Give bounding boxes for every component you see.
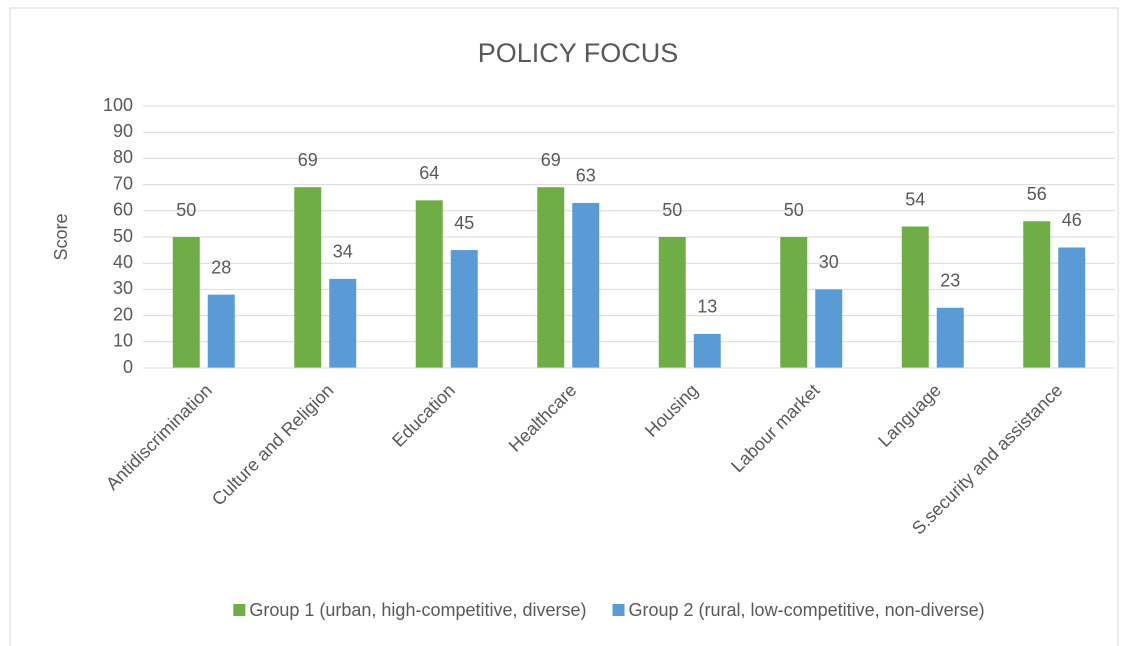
data-label: 64 bbox=[419, 163, 439, 183]
y-tick-label: 20 bbox=[113, 304, 133, 324]
data-label: 63 bbox=[576, 166, 596, 186]
data-label: 54 bbox=[905, 189, 925, 209]
y-tick-label: 80 bbox=[113, 147, 133, 167]
y-tick-label: 40 bbox=[113, 252, 133, 272]
data-label: 45 bbox=[454, 213, 474, 233]
bar bbox=[329, 278, 357, 368]
data-label: 30 bbox=[819, 252, 839, 272]
bar bbox=[537, 187, 565, 368]
bar bbox=[415, 200, 443, 368]
y-tick-label: 100 bbox=[103, 95, 133, 115]
bar bbox=[1023, 221, 1051, 368]
y-tick-label: 90 bbox=[113, 121, 133, 141]
data-label: 50 bbox=[662, 200, 682, 220]
bar bbox=[901, 226, 929, 368]
bar bbox=[572, 202, 600, 368]
bar bbox=[780, 237, 808, 368]
legend-swatch bbox=[233, 604, 246, 616]
bar bbox=[693, 333, 721, 368]
y-tick-label: 30 bbox=[113, 278, 133, 298]
legend-swatch bbox=[612, 604, 625, 616]
bar bbox=[172, 237, 200, 368]
bar bbox=[450, 250, 478, 368]
y-tick-label: 70 bbox=[113, 173, 133, 193]
y-tick-label: 50 bbox=[113, 226, 133, 246]
bar bbox=[1058, 247, 1086, 368]
bar bbox=[294, 187, 322, 368]
data-label: 56 bbox=[1027, 184, 1047, 204]
bar bbox=[815, 289, 843, 368]
y-tick-label: 10 bbox=[113, 331, 133, 351]
data-label: 69 bbox=[541, 150, 561, 170]
data-label: 34 bbox=[333, 242, 353, 262]
data-label: 50 bbox=[176, 200, 196, 220]
data-label: 46 bbox=[1062, 210, 1082, 230]
data-label: 23 bbox=[940, 270, 960, 290]
data-label: 28 bbox=[211, 257, 231, 277]
legend-label: Group 1 (urban, high-competitive, divers… bbox=[249, 600, 586, 620]
bar bbox=[936, 307, 964, 368]
data-label: 50 bbox=[784, 200, 804, 220]
data-label: 13 bbox=[697, 297, 717, 317]
data-label: 69 bbox=[298, 150, 318, 170]
bar bbox=[207, 294, 235, 368]
y-tick-label: 0 bbox=[123, 357, 133, 377]
bar bbox=[658, 237, 686, 368]
legend-label: Group 2 (rural, low-competitive, non-div… bbox=[629, 600, 985, 620]
y-axis-label: Score bbox=[51, 213, 71, 260]
chart-title: POLICY FOCUS bbox=[478, 38, 679, 68]
y-tick-label: 60 bbox=[113, 200, 133, 220]
